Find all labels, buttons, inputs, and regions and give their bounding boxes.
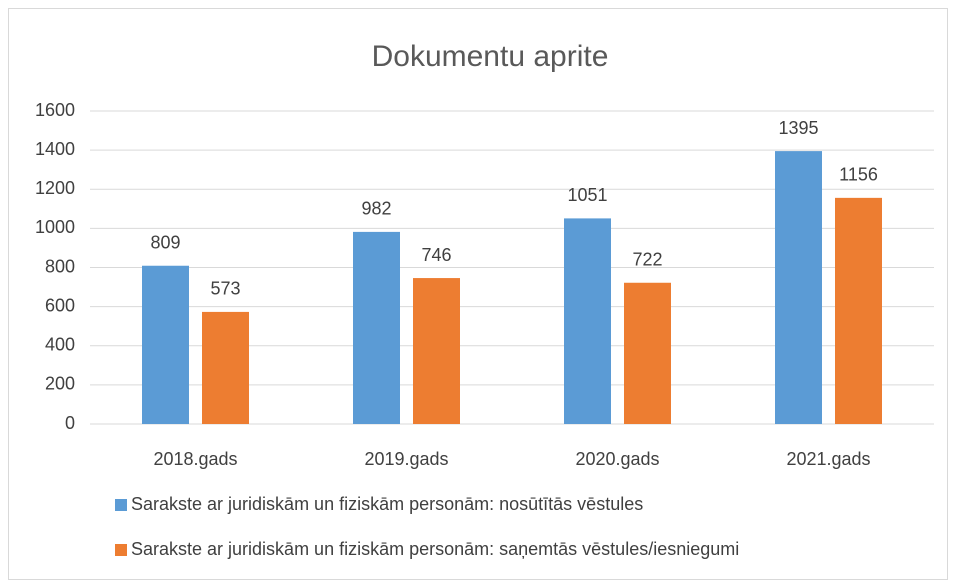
y-tick-label: 400 xyxy=(45,335,75,355)
data-label: 573 xyxy=(210,279,240,299)
data-label: 1051 xyxy=(567,185,607,205)
y-tick-label: 1200 xyxy=(35,178,75,198)
data-label: 982 xyxy=(361,199,391,219)
y-tick-label: 1600 xyxy=(35,100,75,120)
y-tick-label: 800 xyxy=(45,256,75,276)
y-tick-label: 1400 xyxy=(35,139,75,159)
bar xyxy=(624,282,671,424)
data-label: 746 xyxy=(421,245,451,265)
y-tick-label: 200 xyxy=(45,374,75,394)
data-label: 809 xyxy=(150,232,180,252)
legend-swatch xyxy=(115,499,127,511)
x-tick-label: 2021.gads xyxy=(786,449,870,469)
bar xyxy=(142,265,189,424)
chart-title: Dokumentu aprite xyxy=(372,40,609,73)
bar xyxy=(353,231,400,424)
bar xyxy=(413,278,460,424)
bar xyxy=(775,151,822,424)
x-tick-label: 2020.gads xyxy=(575,449,659,469)
y-tick-label: 0 xyxy=(65,413,75,433)
x-tick-label: 2018.gads xyxy=(153,449,237,469)
y-tick-label: 600 xyxy=(45,295,75,315)
bar xyxy=(835,197,882,424)
bar xyxy=(564,218,611,424)
legend-label: Sarakste ar juridiskām un fiziskām perso… xyxy=(131,494,643,514)
x-tick-label: 2019.gads xyxy=(364,449,448,469)
y-tick-label: 1000 xyxy=(35,217,75,237)
legend-swatch xyxy=(115,544,127,556)
data-label: 1156 xyxy=(839,165,878,185)
legend-label: Sarakste ar juridiskām un fiziskām perso… xyxy=(131,539,739,559)
data-label: 1395 xyxy=(778,118,818,138)
bar xyxy=(202,311,249,424)
data-label: 722 xyxy=(632,250,662,270)
